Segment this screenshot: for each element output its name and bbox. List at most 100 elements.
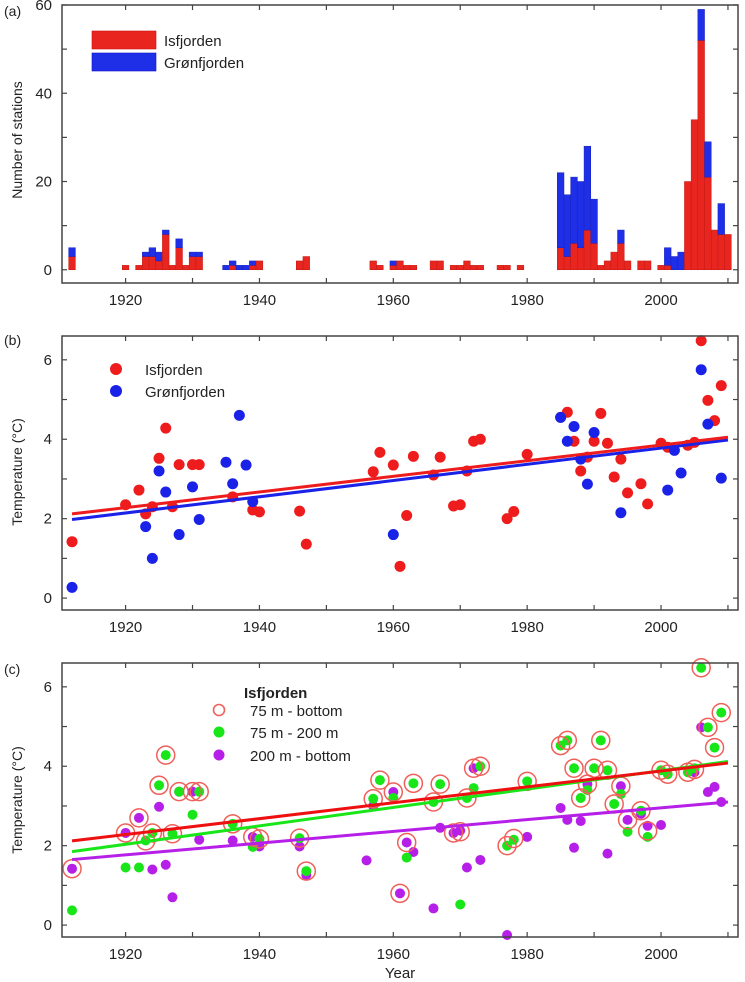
- bar-isfjorden: [135, 265, 143, 271]
- point-isfjorden: [622, 487, 634, 499]
- panel-a-legend: Isfjorden Grønfjorden: [91, 30, 244, 72]
- point-75-m-bottom: [591, 730, 611, 751]
- bar-isfjorden: [470, 265, 478, 271]
- bar-isfjorden: [463, 260, 471, 271]
- point-75-m-bottom: [390, 883, 410, 904]
- y-tick-label: 2: [44, 511, 52, 528]
- point-isfjorden: [715, 380, 727, 392]
- bar-gronfjorden: [570, 176, 578, 244]
- point-200-m-bottom: [615, 781, 626, 792]
- panel-b-legend: Isfjorden Grønfjorden: [110, 362, 225, 401]
- point-200-m-bottom: [361, 855, 372, 866]
- bar-isfjorden: [583, 229, 592, 271]
- plot-frame: [61, 4, 739, 284]
- y-tick-label: 0: [44, 590, 52, 607]
- point-200-m-bottom: [227, 835, 238, 846]
- legend-marker-isfjorden: [110, 363, 122, 375]
- point-200-m-bottom: [167, 892, 178, 903]
- point-200-m-bottom: [502, 930, 513, 941]
- bar-isfjorden: [148, 256, 156, 271]
- point-200-m-bottom: [461, 862, 472, 873]
- point-200-m-bottom: [575, 816, 586, 827]
- bar-gronfjorden: [142, 251, 150, 257]
- x-tick-label: 1980: [510, 946, 543, 963]
- point-isfjorden: [300, 538, 312, 550]
- point-isfjorden: [434, 451, 446, 463]
- panel-c-scatter: (c) Temperature (°C) 1920 1940 1960 1980 200…: [4, 658, 739, 982]
- point-75-m-200-m: [374, 775, 385, 786]
- bar-isfjorden: [503, 265, 511, 271]
- point-isfjorden: [702, 394, 714, 406]
- point-200-m-bottom: [569, 842, 580, 853]
- bar-gronfjorden: [664, 247, 672, 266]
- point-gronfjorden: [173, 529, 185, 541]
- panel-a-label: (a): [4, 3, 21, 19]
- point-75-m-200-m: [709, 742, 720, 753]
- point-gronfjorden: [555, 411, 567, 423]
- panel-c-y-axis-title: Temperature (°C): [9, 746, 25, 854]
- point-gronfjorden: [695, 364, 707, 376]
- point-75-m-200-m: [67, 905, 78, 916]
- bar-gronfjorden: [704, 141, 712, 178]
- point-gronfjorden: [615, 507, 627, 519]
- point-200-m-bottom: [194, 834, 205, 845]
- bar-gronfjorden: [175, 238, 183, 248]
- bar-isfjorden: [449, 265, 458, 271]
- bar-gronfjorden: [617, 229, 625, 244]
- point-75-m-bottom: [383, 782, 404, 802]
- bar-gronfjorden: [697, 9, 705, 41]
- point-gronfjorden: [146, 552, 158, 564]
- bar-isfjorden: [142, 256, 150, 271]
- bar-isfjorden: [704, 176, 712, 271]
- bar-isfjorden: [597, 265, 605, 271]
- point-isfjorden: [407, 450, 419, 462]
- bar-isfjorden: [188, 256, 197, 271]
- bar-isfjorden: [168, 265, 177, 271]
- bar-isfjorden: [570, 243, 578, 271]
- point-75-m-200-m: [595, 735, 606, 746]
- bar-isfjorden: [456, 265, 464, 271]
- trend-line-200-m-bottom: [71, 800, 729, 862]
- point-isfjorden: [521, 448, 533, 460]
- bar-gronfjorden: [577, 181, 585, 248]
- y-tick-label: 0: [44, 262, 52, 279]
- legend-swatch-gronfjorden: [91, 52, 157, 72]
- bar-gronfjorden: [162, 229, 170, 235]
- point-75-m-bottom: [564, 758, 584, 778]
- bar-gronfjorden: [249, 260, 257, 266]
- bar-isfjorden: [577, 247, 585, 271]
- bar-isfjorden: [409, 265, 417, 271]
- point-75-m-bottom: [249, 829, 270, 849]
- x-tick-label: 1920: [109, 619, 142, 636]
- bar-isfjorden: [476, 265, 484, 271]
- panel-b-y-axis-title: Temperature (°C): [9, 418, 25, 526]
- point-75-m-bottom: [296, 861, 317, 881]
- point-75-m-bottom: [704, 737, 725, 758]
- x-tick-label: 1920: [109, 946, 142, 963]
- legend-label-75m-bottom: 75 m - bottom: [250, 703, 343, 720]
- y-tick-label: 4: [44, 758, 52, 775]
- x-tick-label: 1960: [377, 619, 410, 636]
- bar-isfjorden: [436, 260, 444, 271]
- bar-isfjorden: [610, 251, 618, 271]
- x-tick-label: 1940: [243, 292, 276, 309]
- point-gronfjorden: [581, 478, 593, 490]
- bar-isfjorden: [195, 256, 203, 271]
- bar-isfjorden: [590, 243, 598, 271]
- y-tick-label: 20: [35, 174, 52, 191]
- panel-c-label: (c): [4, 661, 20, 677]
- bar-isfjorden: [175, 247, 183, 271]
- bar-gronfjorden: [229, 260, 237, 266]
- point-gronfjorden: [227, 478, 239, 490]
- point-75-m-200-m: [120, 862, 131, 873]
- point-75-m-200-m: [194, 786, 205, 797]
- point-isfjorden: [387, 459, 399, 471]
- point-200-m-bottom: [395, 888, 405, 899]
- x-tick-label: 1960: [377, 946, 410, 963]
- bar-gronfjorden: [583, 145, 592, 231]
- bar-isfjorden: [389, 265, 397, 271]
- bar-isfjorden: [617, 243, 625, 271]
- bar-isfjorden: [302, 256, 310, 271]
- point-200-m-bottom: [147, 864, 158, 875]
